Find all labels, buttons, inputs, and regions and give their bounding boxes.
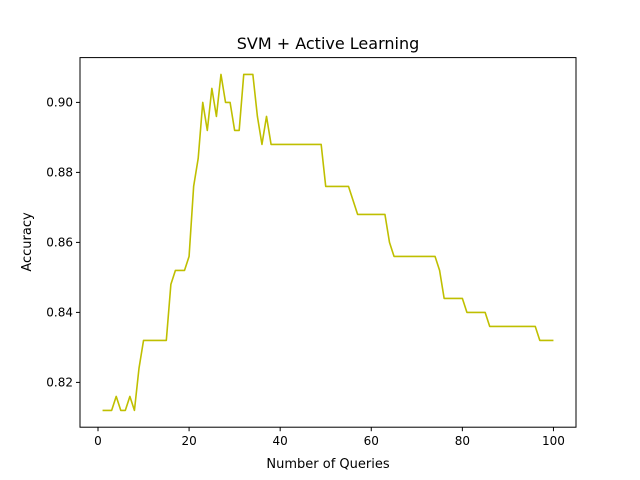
x-tick-label: 80: [455, 434, 470, 448]
x-tick-label: 40: [273, 434, 288, 448]
x-axis: 0 20 40 60 80 100: [94, 427, 565, 448]
y-axis-label: Accuracy: [20, 212, 35, 272]
x-axis-label: Number of Queries: [266, 457, 389, 472]
y-tick-label: 0.84: [46, 305, 73, 319]
y-tick-label: 0.90: [46, 95, 73, 109]
x-tick-label: 60: [364, 434, 379, 448]
y-tick-label: 0.86: [46, 235, 73, 249]
y-tick-label: 0.88: [46, 165, 73, 179]
x-tick-label: 0: [94, 434, 102, 448]
y-axis: 0.82 0.84 0.86 0.88 0.90: [46, 95, 80, 389]
plot-frame: [79, 57, 577, 428]
x-tick-label: 20: [181, 434, 196, 448]
x-tick-label: 100: [542, 434, 565, 448]
chart-title: SVM + Active Learning: [237, 34, 420, 53]
series-line-0: [102, 73, 554, 412]
y-tick-label: 0.82: [46, 375, 73, 389]
